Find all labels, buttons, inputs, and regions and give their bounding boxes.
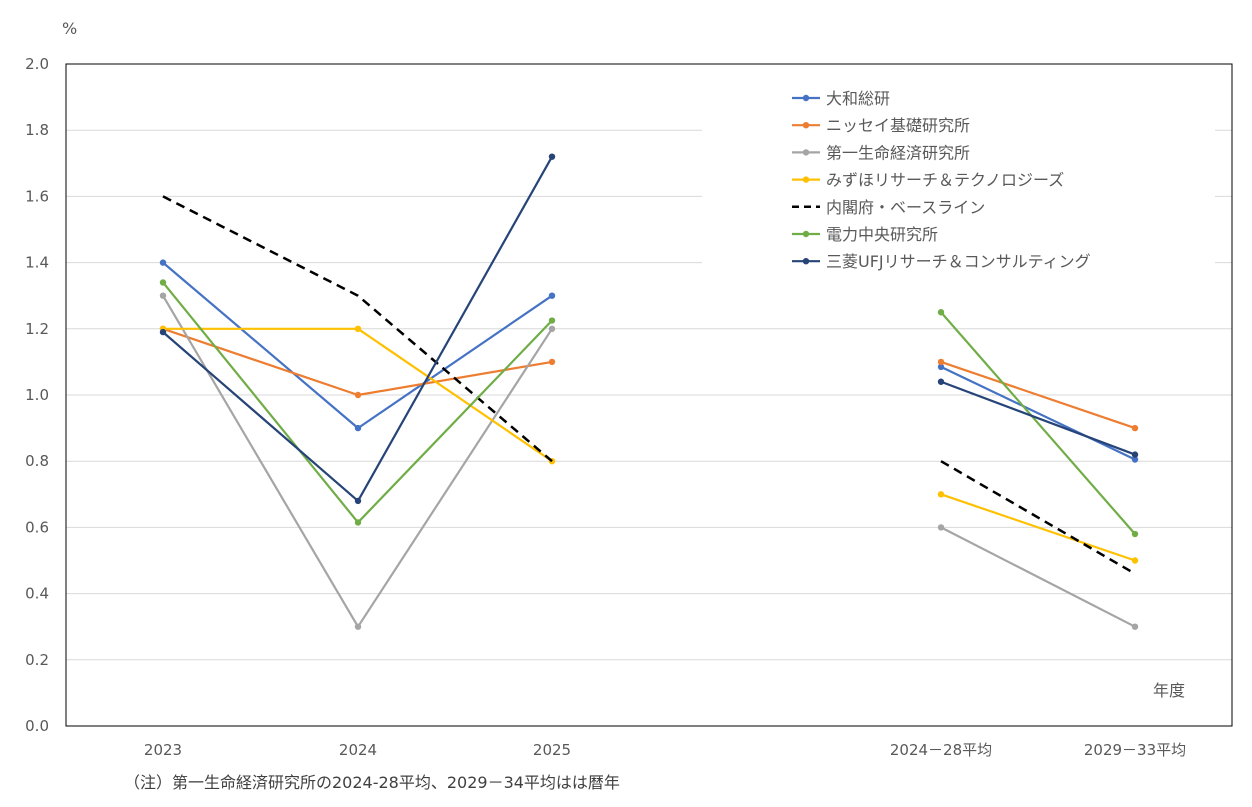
- y-tick-label: 1.8: [25, 121, 49, 139]
- data-point: [1131, 424, 1139, 432]
- series-line: [159, 259, 1139, 463]
- x-tick-label: 2024－28平均: [890, 741, 992, 759]
- data-point: [159, 259, 167, 266]
- legend-marker: [802, 94, 810, 102]
- series-line-segment: [940, 526, 1136, 628]
- series-lines: [159, 153, 1139, 630]
- legend-label: 大和総研: [826, 89, 890, 108]
- data-point: [1131, 456, 1139, 463]
- axes: 0.0 0.2 0.4 0.6 0.8 1.0 1.2 1.4 1.6 1.8 2.0 2023 202…: [25, 55, 1233, 759]
- y-tick-label: 2.0: [25, 55, 49, 73]
- legend-label: ニッセイ基礎研究所: [826, 116, 970, 135]
- data-point: [937, 491, 945, 498]
- legend-marker: [802, 230, 810, 238]
- series-line-segment: [162, 261, 553, 430]
- legend-item: 電力中央研究所: [792, 225, 938, 244]
- legend-label: 第一生命経済研究所: [826, 143, 970, 162]
- plot-area-border: [65, 63, 1233, 727]
- series-line: [159, 292, 1139, 630]
- data-point: [937, 358, 945, 366]
- data-point: [548, 153, 556, 160]
- data-point: [1131, 530, 1139, 538]
- series-line-segment: [940, 360, 1136, 430]
- series-line-segment: [162, 195, 553, 463]
- x-tick-label: 2024: [339, 741, 377, 759]
- series-line: [159, 325, 1139, 432]
- legend-marker: [802, 149, 810, 156]
- y-tick-label: 0.4: [25, 585, 49, 603]
- legend: 大和総研ニッセイ基礎研究所第一生命経済研究所みずほリサーチ＆テクノロジーズ内閣府…: [792, 89, 1091, 271]
- data-point: [159, 292, 167, 299]
- y-tick-label: 0.0: [25, 717, 49, 735]
- gridlines: [66, 129, 1232, 661]
- data-point: [354, 391, 362, 399]
- data-point: [159, 279, 167, 286]
- legend-label: みずほリサーチ＆テクノロジーズ: [826, 171, 1064, 190]
- series-line: [159, 325, 1139, 564]
- data-point: [548, 358, 556, 366]
- y-tick-label: 1.0: [25, 386, 49, 404]
- y-tick-label: 0.8: [25, 452, 49, 470]
- legend-label: 三菱UFJリサーチ＆コンサルティング: [826, 252, 1091, 271]
- data-point: [354, 623, 362, 630]
- data-point: [937, 524, 945, 531]
- y-tick-label: 1.6: [25, 187, 49, 205]
- y-tick-label: 1.4: [25, 254, 49, 272]
- data-point: [354, 519, 362, 526]
- series-line-segment: [940, 311, 1136, 535]
- footnote: （注）第一生命経済研究所の2024-28平均、2029－34平均はは暦年: [124, 773, 620, 792]
- series-line: [159, 153, 1139, 505]
- y-tick-label: 1.2: [25, 320, 49, 338]
- data-point: [1131, 557, 1139, 564]
- legend-item: みずほリサーチ＆テクノロジーズ: [792, 171, 1064, 190]
- legend-marker: [802, 122, 810, 129]
- series-line-segment: [940, 365, 1136, 461]
- series-line-segment: [940, 460, 1136, 575]
- legend-item: 内閣府・ベースライン: [792, 198, 985, 217]
- data-point: [1131, 451, 1139, 458]
- series-line-segment: [162, 281, 553, 524]
- data-point: [159, 328, 167, 336]
- legend-label: 内閣府・ベースライン: [826, 198, 985, 217]
- series-line: [159, 279, 1139, 538]
- y-axis-unit-label: %: [62, 19, 77, 38]
- y-tick-label: 0.2: [25, 651, 49, 669]
- data-point: [937, 309, 945, 316]
- legend-marker: [802, 176, 810, 183]
- series-line: [162, 195, 1136, 575]
- data-point: [354, 497, 362, 505]
- data-point: [548, 317, 556, 324]
- data-point: [1131, 623, 1139, 630]
- legend-label: 電力中央研究所: [826, 225, 938, 244]
- y-tick-label: 0.6: [25, 518, 49, 536]
- data-point: [354, 325, 362, 332]
- data-point: [937, 378, 945, 385]
- legend-marker: [802, 258, 810, 265]
- data-point: [548, 292, 556, 299]
- x-axis-unit-label: 年度: [1153, 681, 1185, 700]
- data-point: [548, 325, 556, 332]
- x-tick-label: 2029－33平均: [1084, 741, 1186, 759]
- x-tick-label: 2023: [144, 741, 182, 759]
- legend-item: 大和総研: [792, 89, 890, 108]
- data-point: [937, 363, 945, 371]
- series-line-segment: [940, 493, 1136, 562]
- legend-item: 第一生命経済研究所: [792, 143, 970, 162]
- legend-item: ニッセイ基礎研究所: [792, 116, 970, 135]
- series-line-segment: [162, 327, 553, 397]
- series-line-segment: [940, 380, 1136, 456]
- legend-item: 三菱UFJリサーチ＆コンサルティング: [792, 252, 1091, 271]
- x-tick-label: 2025: [533, 741, 571, 759]
- data-point: [354, 424, 362, 432]
